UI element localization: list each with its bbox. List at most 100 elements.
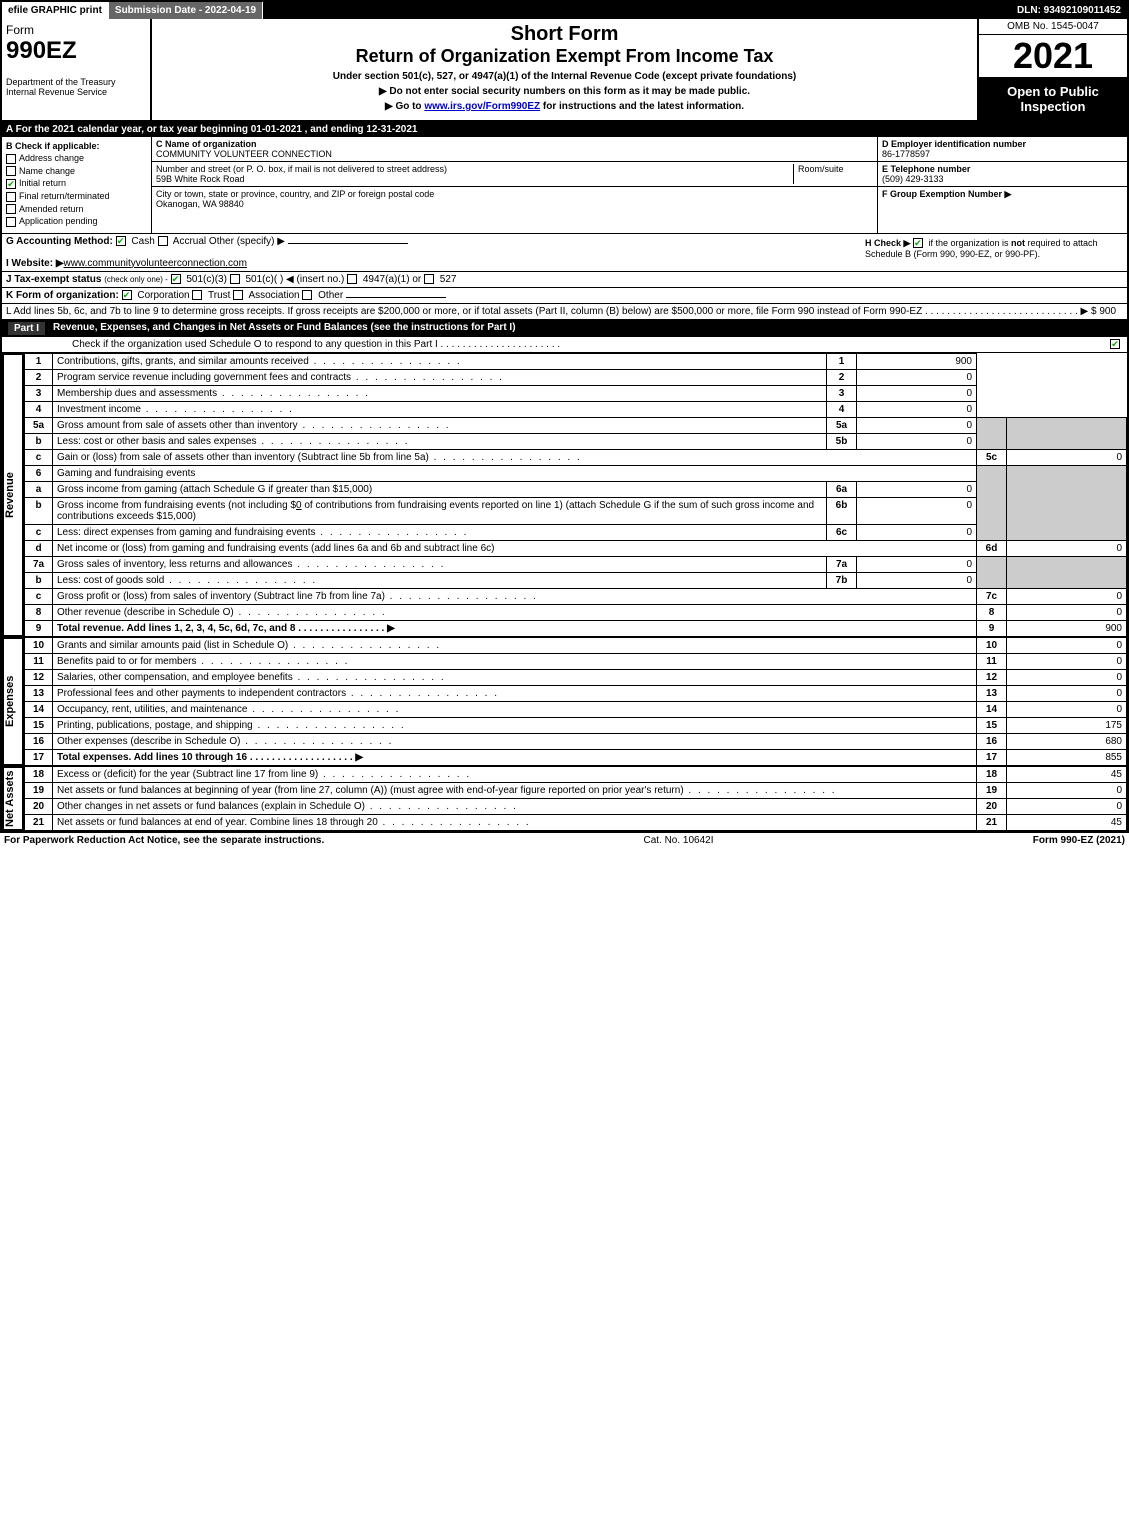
line-6d: dNet income or (loss) from gaming and fu… — [25, 540, 1127, 556]
section-b-through-f: B Check if applicable: Address change Na… — [2, 137, 1127, 234]
ssn-note: ▶ Do not enter social security numbers o… — [156, 86, 973, 97]
dln-label: DLN: 93492109011452 — [1011, 2, 1127, 19]
revenue-section: Revenue 1Contributions, gifts, grants, a… — [2, 353, 1127, 637]
box-d-e-f: D Employer identification number 86-1778… — [877, 137, 1127, 233]
other-org-input[interactable] — [346, 297, 446, 298]
paperwork-notice: For Paperwork Reduction Act Notice, see … — [4, 835, 324, 846]
city-value: Okanogan, WA 98840 — [156, 199, 244, 209]
top-bar: efile GRAPHIC print Submission Date - 20… — [2, 2, 1127, 19]
room-suite: Room/suite — [793, 164, 873, 184]
ein-label: D Employer identification number — [882, 139, 1026, 149]
line-10: 10Grants and similar amounts paid (list … — [25, 637, 1127, 653]
open-to-public: Open to Public Inspection — [979, 78, 1127, 120]
501c-check[interactable] — [230, 274, 240, 284]
line-h-label: H Check ▶ — [865, 238, 910, 248]
part-i-label: Part I — [8, 322, 45, 335]
form-label: Form — [6, 23, 146, 37]
line-6a: aGross income from gaming (attach Schedu… — [25, 481, 1127, 497]
line-k: K Form of organization: Corporation Trus… — [2, 288, 1127, 304]
goto-pre: ▶ Go to — [385, 101, 424, 112]
street-cell: Number and street (or P. O. box, if mail… — [152, 162, 877, 187]
assoc-check[interactable] — [233, 290, 243, 300]
line-19: 19Net assets or fund balances at beginni… — [25, 782, 1127, 798]
return-title: Return of Organization Exempt From Incom… — [156, 46, 973, 67]
street-label: Number and street (or P. O. box, if mail… — [156, 164, 447, 174]
app-pending-check[interactable]: Application pending — [6, 216, 147, 227]
website-label: I Website: ▶ — [6, 258, 64, 269]
line-3: 3Membership dues and assessments30 — [25, 385, 1127, 401]
527-check[interactable] — [424, 274, 434, 284]
schedule-b-check[interactable] — [913, 238, 923, 248]
department-label: Department of the Treasury Internal Reve… — [6, 77, 146, 97]
line-5b: bLess: cost or other basis and sales exp… — [25, 433, 1127, 449]
expenses-label: Expenses — [2, 637, 24, 766]
street-value: 59B White Rock Road — [156, 174, 245, 184]
irs-link[interactable]: www.irs.gov/Form990EZ — [424, 101, 540, 112]
ein-value: 86-1778597 — [882, 149, 930, 159]
line-l: L Add lines 5b, 6c, and 7b to line 9 to … — [2, 304, 1127, 320]
line-7b: bLess: cost of goods sold7b0 — [25, 572, 1127, 588]
net-assets-table: 18Excess or (deficit) for the year (Subt… — [24, 766, 1127, 831]
line-j: J Tax-exempt status (check only one) - 5… — [2, 272, 1127, 288]
line-14: 14Occupancy, rent, utilities, and mainte… — [25, 701, 1127, 717]
line-2: 2Program service revenue including gover… — [25, 369, 1127, 385]
short-form-title: Short Form — [156, 23, 973, 46]
expenses-section: Expenses 10Grants and similar amounts pa… — [2, 637, 1127, 766]
other-specify-input[interactable] — [288, 243, 408, 244]
expenses-table: 10Grants and similar amounts paid (list … — [24, 637, 1127, 766]
org-name: COMMUNITY VOLUNTEER CONNECTION — [156, 149, 332, 159]
group-exemption-cell: F Group Exemption Number ▶ — [878, 187, 1127, 202]
omb-number: OMB No. 1545-0047 — [979, 19, 1127, 35]
line-5a: 5aGross amount from sale of assets other… — [25, 417, 1127, 433]
line-l-amount: 900 — [1099, 306, 1116, 317]
trust-check[interactable] — [192, 290, 202, 300]
line-5c: cGain or (loss) from sale of assets othe… — [25, 449, 1127, 465]
section-subtitle: Under section 501(c), 527, or 4947(a)(1)… — [156, 71, 973, 82]
form-number: 990EZ — [6, 37, 146, 65]
tel-value: (509) 429-3133 — [882, 174, 944, 184]
tax-year: 2021 — [979, 35, 1127, 78]
line-6b: bGross income from fundraising events (n… — [25, 497, 1127, 524]
line-g: G Accounting Method: Cash Accrual Other … — [6, 236, 863, 269]
final-return-check[interactable]: Final return/terminated — [6, 191, 147, 202]
form-container: efile GRAPHIC print Submission Date - 20… — [0, 0, 1129, 833]
line-9: 9Total revenue. Add lines 1, 2, 3, 4, 5c… — [25, 620, 1127, 636]
accrual-check[interactable] — [158, 236, 168, 246]
4947-check[interactable] — [347, 274, 357, 284]
501c3-check[interactable] — [171, 274, 181, 284]
name-change-check[interactable]: Name change — [6, 166, 147, 177]
line-7c: cGross profit or (loss) from sales of in… — [25, 588, 1127, 604]
box-b: B Check if applicable: Address change Na… — [2, 137, 152, 233]
efile-label[interactable]: efile GRAPHIC print — [2, 2, 109, 19]
submission-date: Submission Date - 2022-04-19 — [109, 2, 263, 19]
page-footer: For Paperwork Reduction Act Notice, see … — [0, 833, 1129, 848]
cash-check[interactable] — [116, 236, 126, 246]
line-21: 21Net assets or fund balances at end of … — [25, 814, 1127, 830]
part-i-check-row: Check if the organization used Schedule … — [2, 337, 1127, 353]
initial-return-check[interactable]: Initial return — [6, 178, 147, 189]
box-b-label: B Check if applicable: — [6, 141, 147, 151]
line-13: 13Professional fees and other payments t… — [25, 685, 1127, 701]
revenue-table: 1Contributions, gifts, grants, and simil… — [24, 353, 1127, 637]
line-4: 4Investment income40 — [25, 401, 1127, 417]
schedule-o-note: Check if the organization used Schedule … — [72, 339, 1110, 350]
box-c: C Name of organization COMMUNITY VOLUNTE… — [152, 137, 877, 233]
other-org-check[interactable] — [302, 290, 312, 300]
line-g-h: G Accounting Method: Cash Accrual Other … — [2, 234, 1127, 272]
header-middle: Short Form Return of Organization Exempt… — [152, 19, 977, 120]
line-11: 11Benefits paid to or for members110 — [25, 653, 1127, 669]
group-exemption-label: F Group Exemption Number ▶ — [882, 189, 1011, 199]
tel-label: E Telephone number — [882, 164, 970, 174]
org-name-label: C Name of organization — [156, 139, 257, 149]
line-6c: cLess: direct expenses from gaming and f… — [25, 524, 1127, 540]
schedule-o-check[interactable] — [1110, 339, 1120, 349]
corp-check[interactable] — [122, 290, 132, 300]
org-name-cell: C Name of organization COMMUNITY VOLUNTE… — [152, 137, 877, 162]
line-8: 8Other revenue (describe in Schedule O)8… — [25, 604, 1127, 620]
addr-change-check[interactable]: Address change — [6, 153, 147, 164]
amended-return-check[interactable]: Amended return — [6, 204, 147, 215]
website-value[interactable]: www.communityvolunteerconnection.com — [64, 258, 247, 269]
acct-method-label: G Accounting Method: — [6, 236, 113, 247]
goto-post: for instructions and the latest informat… — [540, 101, 744, 112]
cat-number: Cat. No. 10642I — [324, 835, 1032, 846]
